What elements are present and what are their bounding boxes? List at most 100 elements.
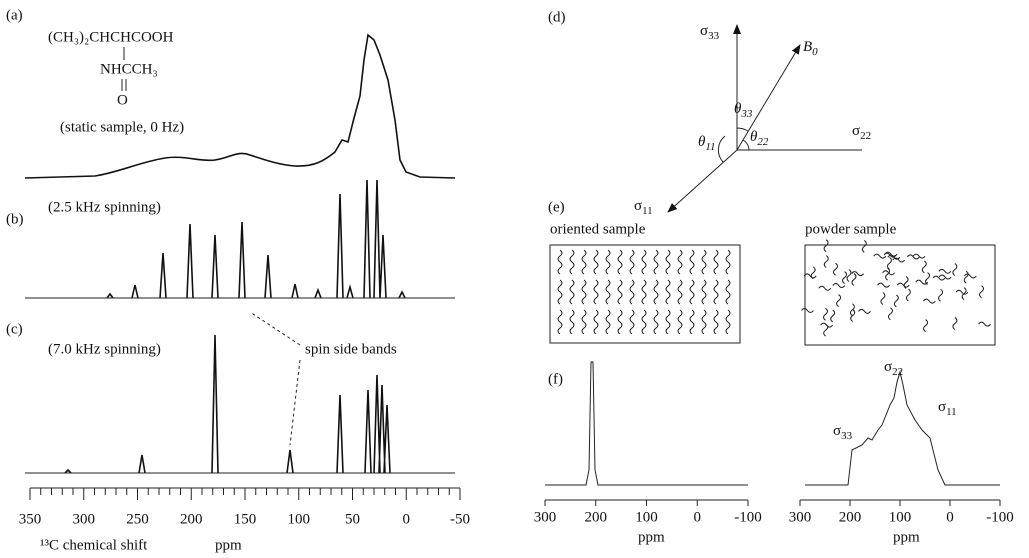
tick-label: -100 — [734, 509, 762, 525]
molecule — [952, 263, 958, 276]
tensor-label: σ11 — [938, 399, 957, 417]
molecule — [912, 253, 926, 259]
molecule — [629, 309, 635, 335]
molecule — [836, 294, 842, 307]
molecule — [861, 239, 867, 253]
molecule — [593, 279, 599, 305]
molecule — [873, 253, 887, 259]
molecule — [833, 262, 838, 276]
molecule — [905, 288, 911, 302]
axis-label: ppm — [215, 537, 242, 553]
molecule — [617, 279, 623, 305]
tick-label: 0 — [694, 509, 702, 525]
panel-label: (f) — [548, 371, 563, 387]
molecule — [605, 279, 611, 305]
tick-label: 350 — [19, 511, 42, 527]
molecule — [629, 249, 635, 275]
tick-label: 200 — [839, 509, 862, 525]
vector-label: B0 — [803, 39, 818, 57]
axis-arrow — [667, 149, 738, 213]
molecule — [569, 249, 575, 275]
tick-label: 300 — [73, 511, 96, 527]
molecule — [823, 323, 829, 337]
molecule — [593, 249, 599, 275]
molecule — [885, 267, 891, 281]
molecule — [713, 279, 719, 305]
angle-arc — [717, 135, 726, 163]
tensor-label: σ33 — [833, 423, 853, 441]
molecule — [849, 303, 855, 317]
formula: (CH₃)₂CHCHCOOH — [48, 29, 174, 45]
molecule — [701, 279, 707, 305]
axis-label: ppm — [638, 529, 665, 545]
molecule — [725, 249, 731, 275]
angle-label: θ11 — [698, 134, 716, 152]
molecule — [858, 308, 871, 314]
tick-label: 200 — [180, 511, 203, 527]
molecule — [665, 249, 671, 275]
molecule — [921, 260, 927, 274]
angle-arc — [736, 127, 749, 132]
molecule — [923, 319, 929, 332]
axis-label: ppm — [893, 529, 920, 545]
molecule — [846, 269, 852, 282]
molecule — [883, 252, 897, 258]
molecule — [689, 279, 695, 305]
molecule — [803, 273, 817, 279]
molecule — [629, 279, 635, 305]
tick-label: 300 — [789, 509, 812, 525]
panel-label: (a) — [6, 7, 23, 23]
spectrum-powder — [805, 370, 1000, 486]
molecule — [557, 249, 563, 275]
vector-label: σ33 — [700, 23, 720, 41]
molecule — [842, 271, 848, 284]
tick-label: 0 — [946, 509, 954, 525]
molecule — [557, 309, 563, 335]
molecule — [886, 256, 892, 270]
tick-label: 200 — [585, 509, 608, 525]
molecule — [677, 249, 683, 275]
angle-label: θ22 — [750, 129, 769, 147]
axis-ticks: 300 200 100 0 -100 300 200 100 0 -100 — [534, 500, 1014, 525]
molecule — [641, 279, 647, 305]
molecule — [896, 282, 910, 288]
molecule — [915, 279, 929, 285]
axis-arrow — [736, 44, 801, 151]
molecule — [581, 279, 587, 305]
caption: (2.5 kHz spinning) — [48, 199, 161, 215]
molecule — [851, 273, 857, 286]
molecule — [665, 279, 671, 305]
molecule — [922, 298, 936, 304]
molecule — [701, 249, 707, 275]
angle-label: θ33 — [734, 101, 753, 119]
molecule — [569, 279, 575, 305]
sample-box — [804, 244, 996, 346]
molecule — [617, 309, 623, 335]
molecule — [593, 309, 599, 335]
molecule — [689, 249, 695, 275]
molecule — [877, 282, 890, 288]
tick-label: 50 — [345, 511, 360, 527]
molecule — [906, 254, 920, 260]
molecule — [978, 321, 991, 327]
molecule — [979, 285, 985, 299]
molecule — [830, 309, 836, 323]
molecule — [725, 279, 731, 305]
caption: (7.0 kHz spinning) — [48, 341, 161, 357]
molecule — [823, 239, 829, 253]
molecule — [893, 294, 899, 308]
molecule — [823, 255, 829, 268]
molecule — [605, 309, 611, 335]
molecule — [932, 275, 946, 281]
tensor-label: σ22 — [884, 359, 903, 377]
molecule — [641, 249, 647, 275]
tick-label: 100 — [288, 511, 311, 527]
molecule — [701, 309, 707, 335]
molecule — [963, 270, 969, 284]
sample-label: oriented sample — [550, 221, 646, 237]
sample-label: powder sample — [805, 221, 897, 237]
molecule — [617, 249, 623, 275]
pointer — [289, 359, 301, 446]
panel-label: (c) — [6, 321, 23, 337]
